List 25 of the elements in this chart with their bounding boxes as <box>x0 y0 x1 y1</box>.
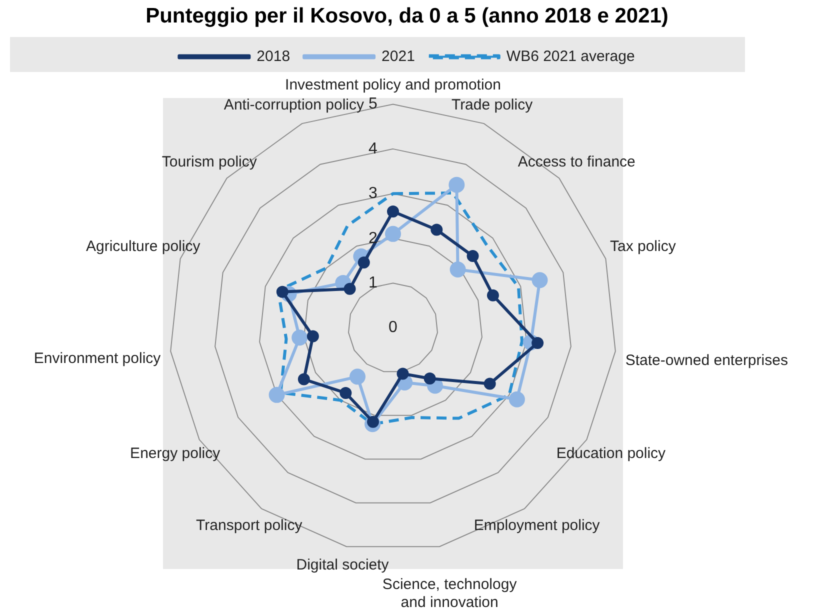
spoke-label: Investment policy and promotion <box>285 76 501 94</box>
spoke-label: Energy policy <box>130 444 221 462</box>
legend-label: WB6 2021 average <box>506 48 635 65</box>
spoke-label: Access to finance <box>518 154 636 171</box>
chart-title: Punteggio per il Kosovo, da 0 a 5 (anno 2018 e 2021) <box>146 4 668 28</box>
spoke-label: Employment policy <box>474 516 600 534</box>
y-tick-label: 5 <box>368 96 378 113</box>
y-tick-label: 3 <box>368 185 378 202</box>
spoke-label: Environment policy <box>34 350 162 368</box>
y-tick-label: 2 <box>368 230 378 247</box>
spoke-label: State-owned enterprises <box>625 352 788 369</box>
legend-label: 2021 <box>382 48 415 65</box>
spoke-label: Trade policy <box>451 96 534 114</box>
spoke-label: Agriculture policy <box>86 238 201 255</box>
spoke-label: Tourism policy <box>162 154 258 171</box>
y-tick-label: 1 <box>368 274 378 292</box>
spoke-label: Anti-corruption policy <box>224 96 364 114</box>
spoke-label: Digital society <box>296 556 390 574</box>
y-tick-label: 4 <box>368 140 378 158</box>
spoke-label: Transport policy <box>196 516 303 534</box>
spoke-label: Science, technology and innovation <box>382 576 518 611</box>
legend-label: 2018 <box>256 48 290 65</box>
spoke-label: Education policy <box>556 444 666 462</box>
spoke-label: Tax policy <box>610 238 676 255</box>
y-tick-label: 0 <box>388 319 398 336</box>
